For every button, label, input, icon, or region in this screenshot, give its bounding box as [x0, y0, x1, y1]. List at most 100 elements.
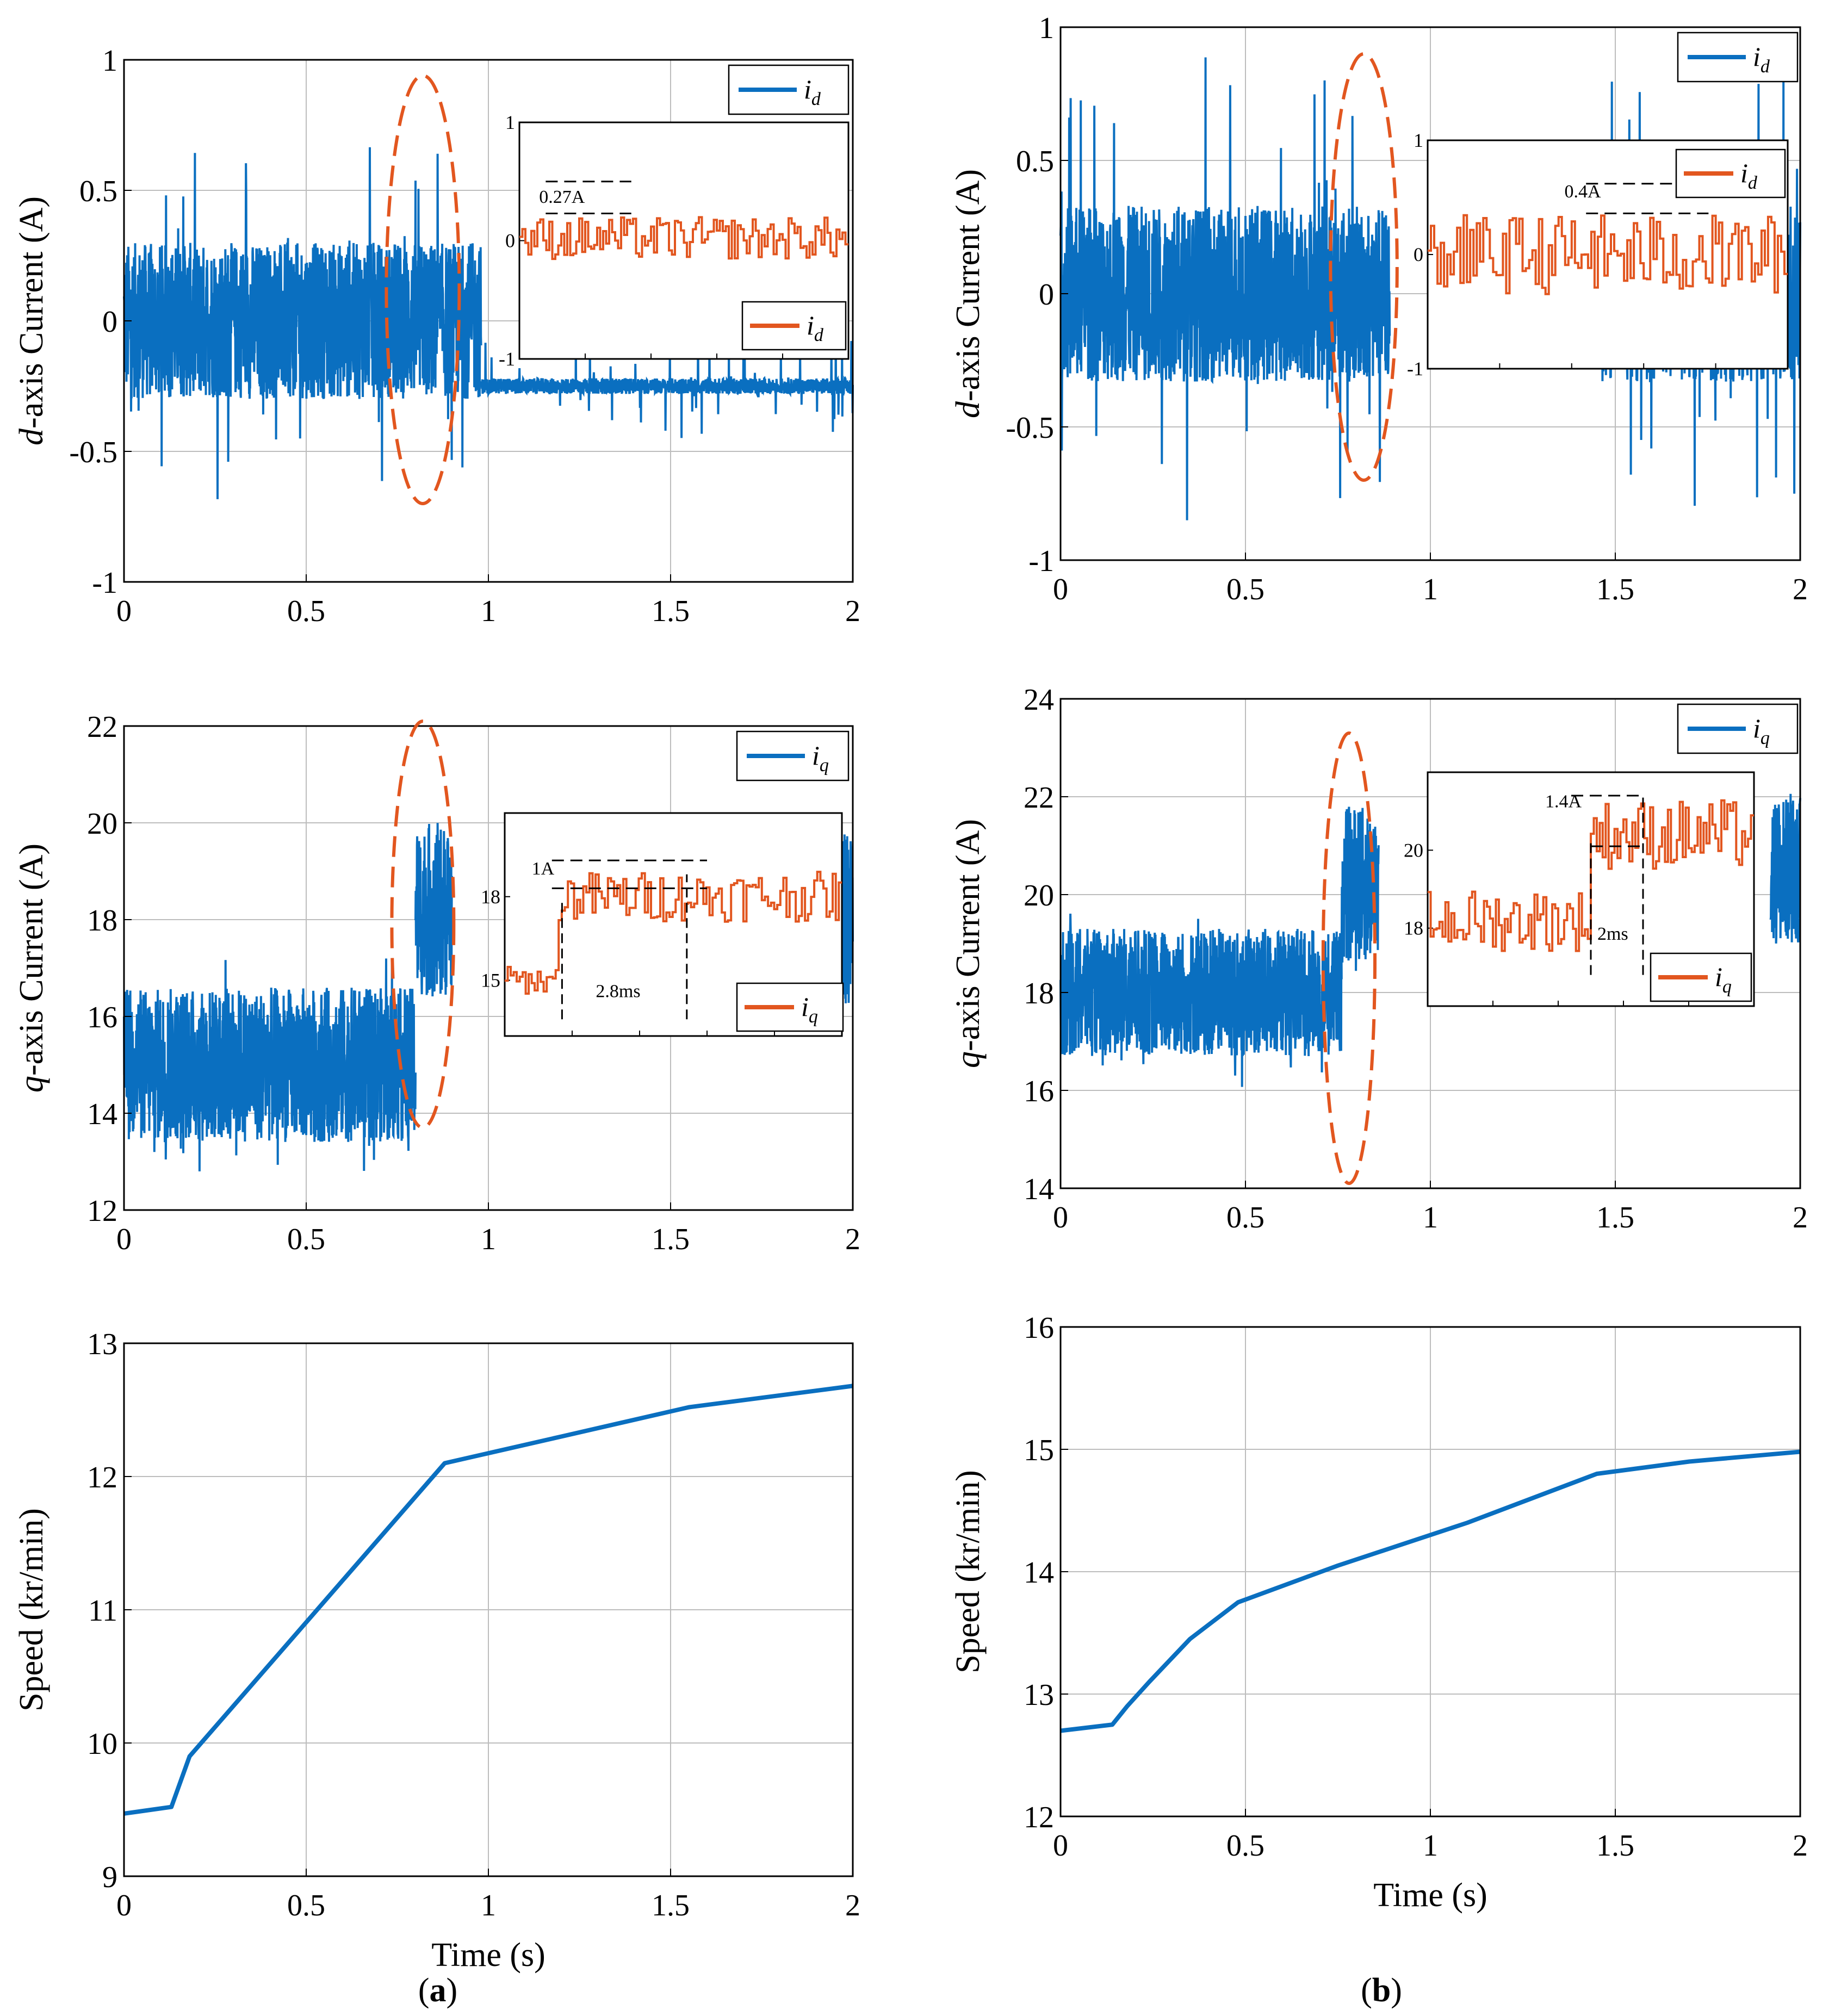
inset-y-tick-label: -1 — [1407, 358, 1423, 380]
y-axis-label: Speed (kr/min) — [13, 1508, 50, 1711]
x-tick-label: 0.5 — [287, 1223, 325, 1256]
y-axis-label: d-axis Current (A) — [950, 169, 987, 418]
legend-label: iq — [1753, 713, 1770, 748]
y-tick-label: 0.5 — [79, 175, 117, 208]
x-tick-label: 0 — [116, 1889, 132, 1922]
series-line — [1769, 793, 1801, 944]
x-axis-label: Time (s) — [1373, 1877, 1487, 1914]
y-tick-label: 18 — [87, 904, 117, 938]
series-line — [123, 147, 482, 499]
x-tick-label: 0 — [1053, 573, 1068, 606]
chart-b-q: 0 0.5 1 1.5 2 14 16 18 20 22 24 q-axis Current (A) i… — [950, 683, 1808, 1235]
series-line — [123, 958, 417, 1171]
y-tick-label: 1 — [1039, 11, 1054, 45]
inset-y-tick-label: 0 — [505, 230, 515, 252]
legend-label: iq — [812, 740, 829, 776]
x-tick-label: 0 — [116, 1223, 132, 1256]
zoom-ellipse — [390, 719, 456, 1130]
x-tick-label: 1 — [1423, 573, 1438, 606]
speed-line — [123, 1384, 853, 1816]
y-tick-label: -0.5 — [1006, 411, 1054, 445]
chart-b-s: 0 0.5 1 1.5 2 12 13 14 15 16 Speed (kr/min) Time (s… — [950, 1311, 1808, 1914]
y-axis-label: d-axis Current (A) — [13, 196, 50, 445]
plots: 0 0.5 1 1.5 2 -1 -0.5 0 0.5 1 d-axis Current (A) id… — [13, 11, 1808, 1974]
y-tick-label: 0 — [102, 305, 117, 339]
x-tick-label: 0 — [1053, 1829, 1068, 1863]
x-tick-label: 1 — [481, 594, 496, 628]
zoom-ellipse — [1329, 52, 1399, 482]
inset-y-tick-label: -1 — [499, 348, 515, 370]
series-line — [1059, 57, 1391, 520]
panel-label-a: (a) — [418, 1972, 457, 2009]
inset-annotation: 0.27A — [539, 187, 585, 207]
y-tick-label: -1 — [1028, 544, 1054, 578]
legend: id — [728, 64, 850, 115]
x-tick-label: 0.5 — [287, 594, 325, 628]
x-tick-label: 0 — [116, 594, 132, 628]
legend: iq — [1677, 703, 1799, 754]
y-tick-label: 20 — [1024, 879, 1054, 913]
series-line — [414, 823, 453, 997]
y-tick-label: 14 — [87, 1097, 117, 1131]
inset-legend-label: id — [1740, 158, 1758, 193]
y-tick-label: 10 — [87, 1727, 117, 1761]
y-axis-label: Speed (kr/min) — [950, 1470, 987, 1673]
y-tick-label: 22 — [1024, 781, 1054, 815]
x-tick-label: 0.5 — [1226, 573, 1264, 606]
x-tick-label: 2 — [1793, 573, 1808, 606]
x-tick-label: 1.5 — [1596, 1829, 1634, 1863]
inset-annotation: 2.8ms — [596, 981, 640, 1001]
inset-series-line — [1428, 799, 1754, 952]
x-tick-label: 2 — [845, 594, 860, 628]
inset-y-tick-label: 18 — [481, 886, 500, 908]
zoom-ellipse — [385, 73, 461, 506]
y-tick-label: 13 — [87, 1328, 117, 1361]
x-tick-label: 1.5 — [652, 1223, 690, 1256]
inset-legend: iq — [1650, 952, 1752, 1002]
x-tick-label: 1 — [481, 1223, 496, 1256]
y-tick-label: 22 — [87, 710, 117, 744]
legend-label: id — [804, 74, 821, 109]
y-tick-label: 12 — [87, 1461, 117, 1494]
inset-legend: iq — [736, 982, 844, 1032]
x-tick-label: 0 — [1053, 1201, 1068, 1235]
y-tick-label: 20 — [87, 807, 117, 841]
x-tick-label: 0.5 — [287, 1889, 325, 1922]
panel-label-b: (b) — [1361, 1972, 1402, 2009]
y-tick-label: 13 — [1024, 1678, 1054, 1712]
inset-annotation: 1.4A — [1545, 792, 1582, 812]
y-tick-label: 15 — [1024, 1434, 1054, 1467]
y-tick-label: 16 — [1024, 1311, 1054, 1345]
zoom-ellipse — [1321, 731, 1377, 1185]
y-tick-label: 0 — [1039, 278, 1054, 312]
x-tick-label: 2 — [845, 1889, 860, 1922]
y-axis-label: q-axis Current (A) — [13, 843, 50, 1093]
chart-a-s: 0 0.5 1 1.5 2 9 10 11 12 13 Speed (kr/min) Time (s) — [13, 1328, 860, 1974]
inset-y-tick-label: 1 — [1414, 129, 1423, 151]
x-tick-label: 2 — [1793, 1201, 1808, 1235]
chart-a-q: 0 0.5 1 1.5 2 12 14 16 18 20 22 q-axis Current (A) i… — [13, 710, 860, 1256]
series-line — [840, 834, 854, 1004]
inset-y-tick-label: 20 — [1404, 839, 1423, 861]
x-axis-label: Time (s) — [431, 1937, 546, 1974]
series-line — [1340, 807, 1380, 971]
x-tick-label: 0.5 — [1226, 1201, 1264, 1235]
legend: iq — [736, 730, 850, 781]
y-tick-label: 16 — [87, 1001, 117, 1034]
y-tick-label: 11 — [88, 1594, 117, 1628]
inset-legend-label: iq — [1715, 962, 1732, 997]
inset-y-tick-label: 1 — [505, 111, 515, 133]
inset-series-line — [519, 216, 848, 260]
inset-a-d: -1 0 1 0.27A id — [499, 111, 850, 370]
series-line — [480, 337, 854, 438]
speed-line — [1060, 1449, 1801, 1733]
x-tick-label: 1.5 — [1596, 1201, 1634, 1235]
y-tick-label: 1 — [102, 44, 117, 78]
chart-b-d: 0 0.5 1 1.5 2 -1 -0.5 0 0.5 1 d-axis Current (A) id… — [950, 11, 1808, 606]
y-tick-label: 18 — [1024, 977, 1054, 1010]
x-tick-label: 1.5 — [652, 1889, 690, 1922]
inset-b-q: 18 20 1.4A 2ms iq — [1404, 771, 1755, 1007]
inset-y-tick-label: 18 — [1404, 917, 1423, 939]
x-tick-label: 1 — [1423, 1829, 1438, 1863]
